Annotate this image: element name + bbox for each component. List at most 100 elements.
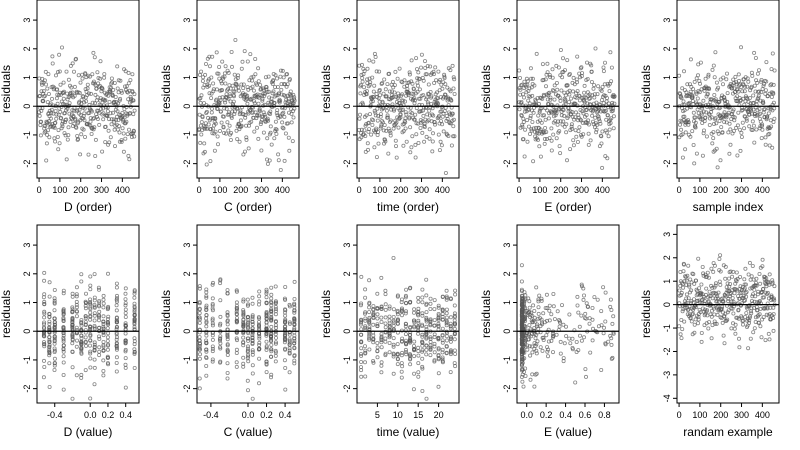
data-point (285, 121, 290, 126)
data-point (538, 154, 543, 159)
data-point (106, 93, 111, 98)
data-point (274, 127, 279, 132)
data-point (114, 297, 119, 302)
data-point (387, 89, 392, 94)
data-point (736, 89, 741, 94)
data-point (249, 75, 254, 80)
data-point (755, 71, 760, 76)
data-point (427, 108, 432, 113)
data-point (82, 111, 87, 116)
data-point (528, 377, 533, 382)
data-point (265, 136, 270, 141)
data-point (70, 326, 75, 331)
data-point (431, 113, 436, 118)
data-point (399, 353, 404, 358)
data-point (451, 86, 456, 91)
data-point (590, 317, 595, 322)
data-point (449, 98, 454, 103)
data-point (105, 113, 110, 118)
data-point (409, 145, 414, 150)
data-point (379, 370, 384, 375)
data-point (269, 285, 274, 290)
data-point (569, 122, 574, 127)
data-point (204, 162, 209, 167)
data-point (721, 82, 726, 87)
data-point (569, 124, 574, 129)
y-axis-title: residuals (0, 65, 13, 113)
data-point (374, 69, 379, 74)
data-point (436, 335, 441, 340)
data-point (596, 84, 601, 89)
data-point (114, 318, 119, 323)
data-point (70, 294, 75, 299)
data-point (83, 335, 88, 340)
data-point (204, 347, 209, 352)
data-point (43, 93, 48, 98)
data-point (363, 374, 368, 379)
data-point (215, 134, 220, 139)
data-point (381, 91, 386, 96)
data-point (370, 75, 375, 80)
data-point (728, 142, 733, 147)
x-tick-label: 400 (275, 185, 290, 195)
data-point (453, 292, 458, 297)
data-point (749, 274, 754, 279)
data-point (81, 127, 86, 132)
data-point (395, 352, 400, 357)
data-point (259, 120, 264, 125)
data-point (79, 333, 84, 338)
data-point (570, 126, 575, 131)
data-point (289, 120, 294, 125)
data-point (690, 129, 695, 134)
y-tick-label: 3 (662, 232, 672, 237)
data-point (590, 113, 595, 118)
data-point (765, 114, 770, 119)
data-point (129, 134, 134, 139)
data-point (61, 339, 66, 344)
data-point (239, 82, 244, 87)
data-point (705, 270, 710, 275)
data-point (599, 98, 604, 103)
y-tick-label: 1 (342, 75, 352, 80)
data-point (386, 151, 391, 156)
data-point (250, 363, 255, 368)
data-point (577, 324, 582, 329)
data-point (47, 347, 52, 352)
data-point (70, 328, 75, 333)
data-point (440, 307, 445, 312)
data-point (362, 344, 367, 349)
data-point (379, 340, 384, 345)
x-axis-title: E (value) (544, 425, 592, 439)
data-point (684, 278, 689, 283)
data-point (716, 131, 721, 136)
data-point (281, 126, 286, 131)
data-point (227, 112, 232, 117)
data-point (83, 368, 88, 373)
data-point (101, 373, 106, 378)
data-point (713, 50, 718, 55)
data-point (383, 307, 388, 312)
data-point (440, 326, 445, 331)
data-point (393, 144, 398, 149)
data-point (438, 139, 443, 144)
data-point (379, 345, 384, 350)
data-point (132, 322, 137, 327)
data-point (598, 121, 603, 126)
data-point (38, 123, 43, 128)
data-point (101, 293, 106, 298)
data-point (229, 115, 234, 120)
data-point (396, 125, 401, 130)
data-point (731, 107, 736, 112)
data-point (290, 139, 295, 144)
data-point (61, 337, 66, 342)
data-point (564, 130, 569, 135)
data-point (132, 108, 137, 113)
data-point (248, 52, 253, 57)
data-point (119, 139, 124, 144)
data-point (292, 361, 297, 366)
data-point (426, 82, 431, 87)
data-point (424, 343, 429, 348)
data-point (579, 65, 584, 70)
data-point (359, 317, 364, 322)
data-point (707, 289, 712, 294)
